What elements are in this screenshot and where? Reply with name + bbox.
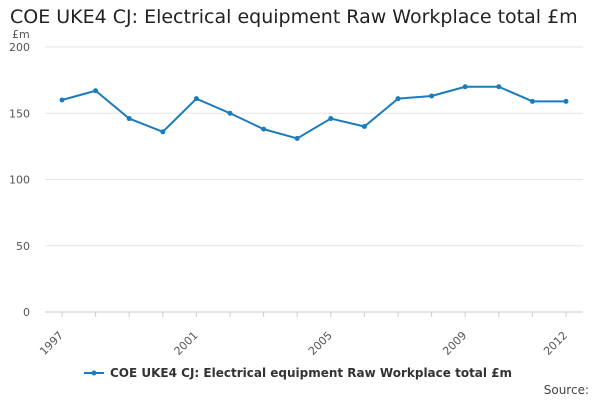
data-point[interactable] [529, 98, 535, 104]
data-point[interactable] [93, 88, 99, 94]
y-tick-label: 150 [9, 107, 30, 120]
data-point[interactable] [160, 129, 166, 135]
data-point[interactable] [261, 126, 267, 132]
data-point[interactable] [462, 84, 468, 90]
data-point[interactable] [59, 97, 65, 103]
x-tick-label: 1997 [37, 329, 66, 358]
y-tick-label: 200 [9, 41, 30, 54]
data-point[interactable] [227, 110, 233, 116]
data-point[interactable] [328, 116, 334, 122]
y-tick-label: 0 [23, 306, 30, 319]
data-point[interactable] [193, 96, 199, 102]
data-point[interactable] [294, 135, 300, 141]
gridlines [45, 46, 583, 247]
x-tick-label: 2001 [172, 329, 201, 358]
series-layer [59, 84, 569, 141]
y-axis-unit-label: £m [12, 28, 30, 41]
x-tick-label: 2012 [541, 329, 570, 358]
legend-line-marker [84, 370, 104, 376]
legend-label: COE UKE4 CJ: Electrical equipment Raw Wo… [110, 366, 513, 380]
y-tick-label: 100 [9, 174, 30, 187]
x-tick-label: 2005 [306, 329, 335, 358]
x-tick-label: 2009 [440, 329, 469, 358]
data-point[interactable] [429, 93, 435, 99]
data-point[interactable] [395, 96, 401, 102]
data-point[interactable] [563, 98, 569, 104]
chart-title: COE UKE4 CJ: Electrical equipment Raw Wo… [10, 6, 578, 28]
data-point[interactable] [126, 116, 132, 122]
data-point[interactable] [361, 124, 367, 129]
data-point[interactable] [496, 84, 502, 90]
series-line [61, 85, 566, 140]
y-tick-label: 50 [16, 240, 30, 253]
legend[interactable]: COE UKE4 CJ: Electrical equipment Raw Wo… [84, 366, 512, 380]
source-label: Source: [543, 383, 589, 397]
